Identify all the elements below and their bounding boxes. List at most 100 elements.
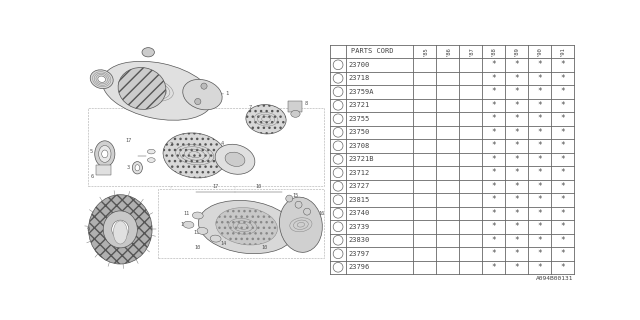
Text: *: * bbox=[514, 222, 519, 231]
Ellipse shape bbox=[183, 221, 194, 228]
Text: '86: '86 bbox=[445, 46, 450, 56]
FancyBboxPatch shape bbox=[95, 165, 111, 175]
Text: 10: 10 bbox=[255, 184, 261, 189]
Text: *: * bbox=[492, 249, 496, 258]
Text: 2: 2 bbox=[170, 142, 173, 147]
Text: *: * bbox=[560, 101, 564, 110]
Text: *: * bbox=[560, 263, 564, 272]
Text: *: * bbox=[492, 222, 496, 231]
Ellipse shape bbox=[198, 200, 295, 254]
Text: '88: '88 bbox=[491, 46, 496, 56]
Text: 1: 1 bbox=[225, 91, 228, 96]
Text: 23718: 23718 bbox=[348, 75, 369, 81]
Text: 23739: 23739 bbox=[348, 224, 369, 230]
Text: *: * bbox=[514, 195, 519, 204]
Text: *: * bbox=[492, 114, 496, 123]
Ellipse shape bbox=[88, 195, 152, 264]
Ellipse shape bbox=[95, 141, 115, 167]
Ellipse shape bbox=[98, 76, 106, 82]
Text: *: * bbox=[492, 87, 496, 96]
Text: *: * bbox=[492, 128, 496, 137]
Ellipse shape bbox=[193, 212, 204, 219]
Circle shape bbox=[333, 195, 343, 205]
Text: *: * bbox=[514, 155, 519, 164]
Text: '85: '85 bbox=[422, 46, 428, 56]
Text: 12: 12 bbox=[180, 222, 186, 227]
Text: *: * bbox=[514, 209, 519, 218]
Circle shape bbox=[333, 168, 343, 178]
Text: *: * bbox=[560, 209, 564, 218]
Text: 2: 2 bbox=[337, 76, 340, 81]
Text: 8: 8 bbox=[337, 157, 340, 162]
Text: *: * bbox=[537, 222, 541, 231]
Text: 15: 15 bbox=[292, 193, 299, 198]
Text: *: * bbox=[514, 128, 519, 137]
Text: *: * bbox=[537, 114, 541, 123]
Ellipse shape bbox=[280, 197, 323, 252]
Text: 3: 3 bbox=[127, 165, 130, 170]
Text: *: * bbox=[537, 155, 541, 164]
Ellipse shape bbox=[197, 228, 208, 234]
Text: 1: 1 bbox=[337, 62, 340, 67]
Text: 10: 10 bbox=[261, 245, 268, 250]
Circle shape bbox=[333, 155, 343, 164]
Text: 23815: 23815 bbox=[348, 197, 369, 203]
Text: *: * bbox=[537, 168, 541, 177]
Text: 23721B: 23721B bbox=[348, 156, 374, 162]
Text: 16: 16 bbox=[319, 212, 325, 216]
Text: *: * bbox=[514, 101, 519, 110]
Text: 10: 10 bbox=[195, 245, 201, 250]
Text: *: * bbox=[492, 74, 496, 83]
Ellipse shape bbox=[210, 235, 221, 242]
Text: *: * bbox=[537, 128, 541, 137]
Text: *: * bbox=[537, 182, 541, 191]
Ellipse shape bbox=[225, 152, 245, 166]
Text: 6: 6 bbox=[337, 130, 340, 135]
Circle shape bbox=[195, 99, 201, 105]
Text: 15: 15 bbox=[335, 251, 341, 256]
Text: '87: '87 bbox=[468, 46, 473, 56]
Text: 16: 16 bbox=[335, 265, 341, 270]
Text: *: * bbox=[560, 168, 564, 177]
Ellipse shape bbox=[112, 220, 129, 239]
Ellipse shape bbox=[102, 61, 212, 120]
Text: 23797: 23797 bbox=[348, 251, 369, 257]
Text: A094B00131: A094B00131 bbox=[536, 276, 573, 281]
Text: *: * bbox=[560, 74, 564, 83]
Text: 11: 11 bbox=[184, 211, 190, 216]
Ellipse shape bbox=[118, 68, 166, 109]
Text: 10: 10 bbox=[335, 184, 341, 189]
Text: 17: 17 bbox=[212, 184, 219, 189]
Text: *: * bbox=[560, 182, 564, 191]
Text: *: * bbox=[514, 168, 519, 177]
Ellipse shape bbox=[102, 150, 108, 158]
Text: *: * bbox=[514, 60, 519, 69]
Text: *: * bbox=[514, 182, 519, 191]
Bar bbox=[157, 188, 324, 258]
Text: *: * bbox=[537, 195, 541, 204]
Text: *: * bbox=[492, 168, 496, 177]
Circle shape bbox=[333, 127, 343, 137]
Text: *: * bbox=[514, 114, 519, 123]
Text: *: * bbox=[537, 101, 541, 110]
Text: 5: 5 bbox=[337, 116, 340, 121]
Text: *: * bbox=[514, 236, 519, 245]
Text: 12: 12 bbox=[335, 211, 341, 216]
Text: *: * bbox=[560, 249, 564, 258]
Text: *: * bbox=[537, 74, 541, 83]
Circle shape bbox=[333, 222, 343, 232]
Ellipse shape bbox=[135, 165, 140, 171]
Text: *: * bbox=[537, 60, 541, 69]
Text: 23759A: 23759A bbox=[348, 89, 374, 95]
Ellipse shape bbox=[163, 133, 227, 178]
Circle shape bbox=[303, 208, 310, 215]
Ellipse shape bbox=[142, 48, 154, 57]
Text: 13: 13 bbox=[193, 230, 200, 235]
Circle shape bbox=[201, 83, 207, 89]
Text: *: * bbox=[560, 236, 564, 245]
Text: '90: '90 bbox=[537, 46, 542, 56]
Ellipse shape bbox=[291, 110, 300, 117]
Text: *: * bbox=[514, 87, 519, 96]
Ellipse shape bbox=[246, 105, 286, 134]
Text: 4: 4 bbox=[337, 103, 340, 108]
